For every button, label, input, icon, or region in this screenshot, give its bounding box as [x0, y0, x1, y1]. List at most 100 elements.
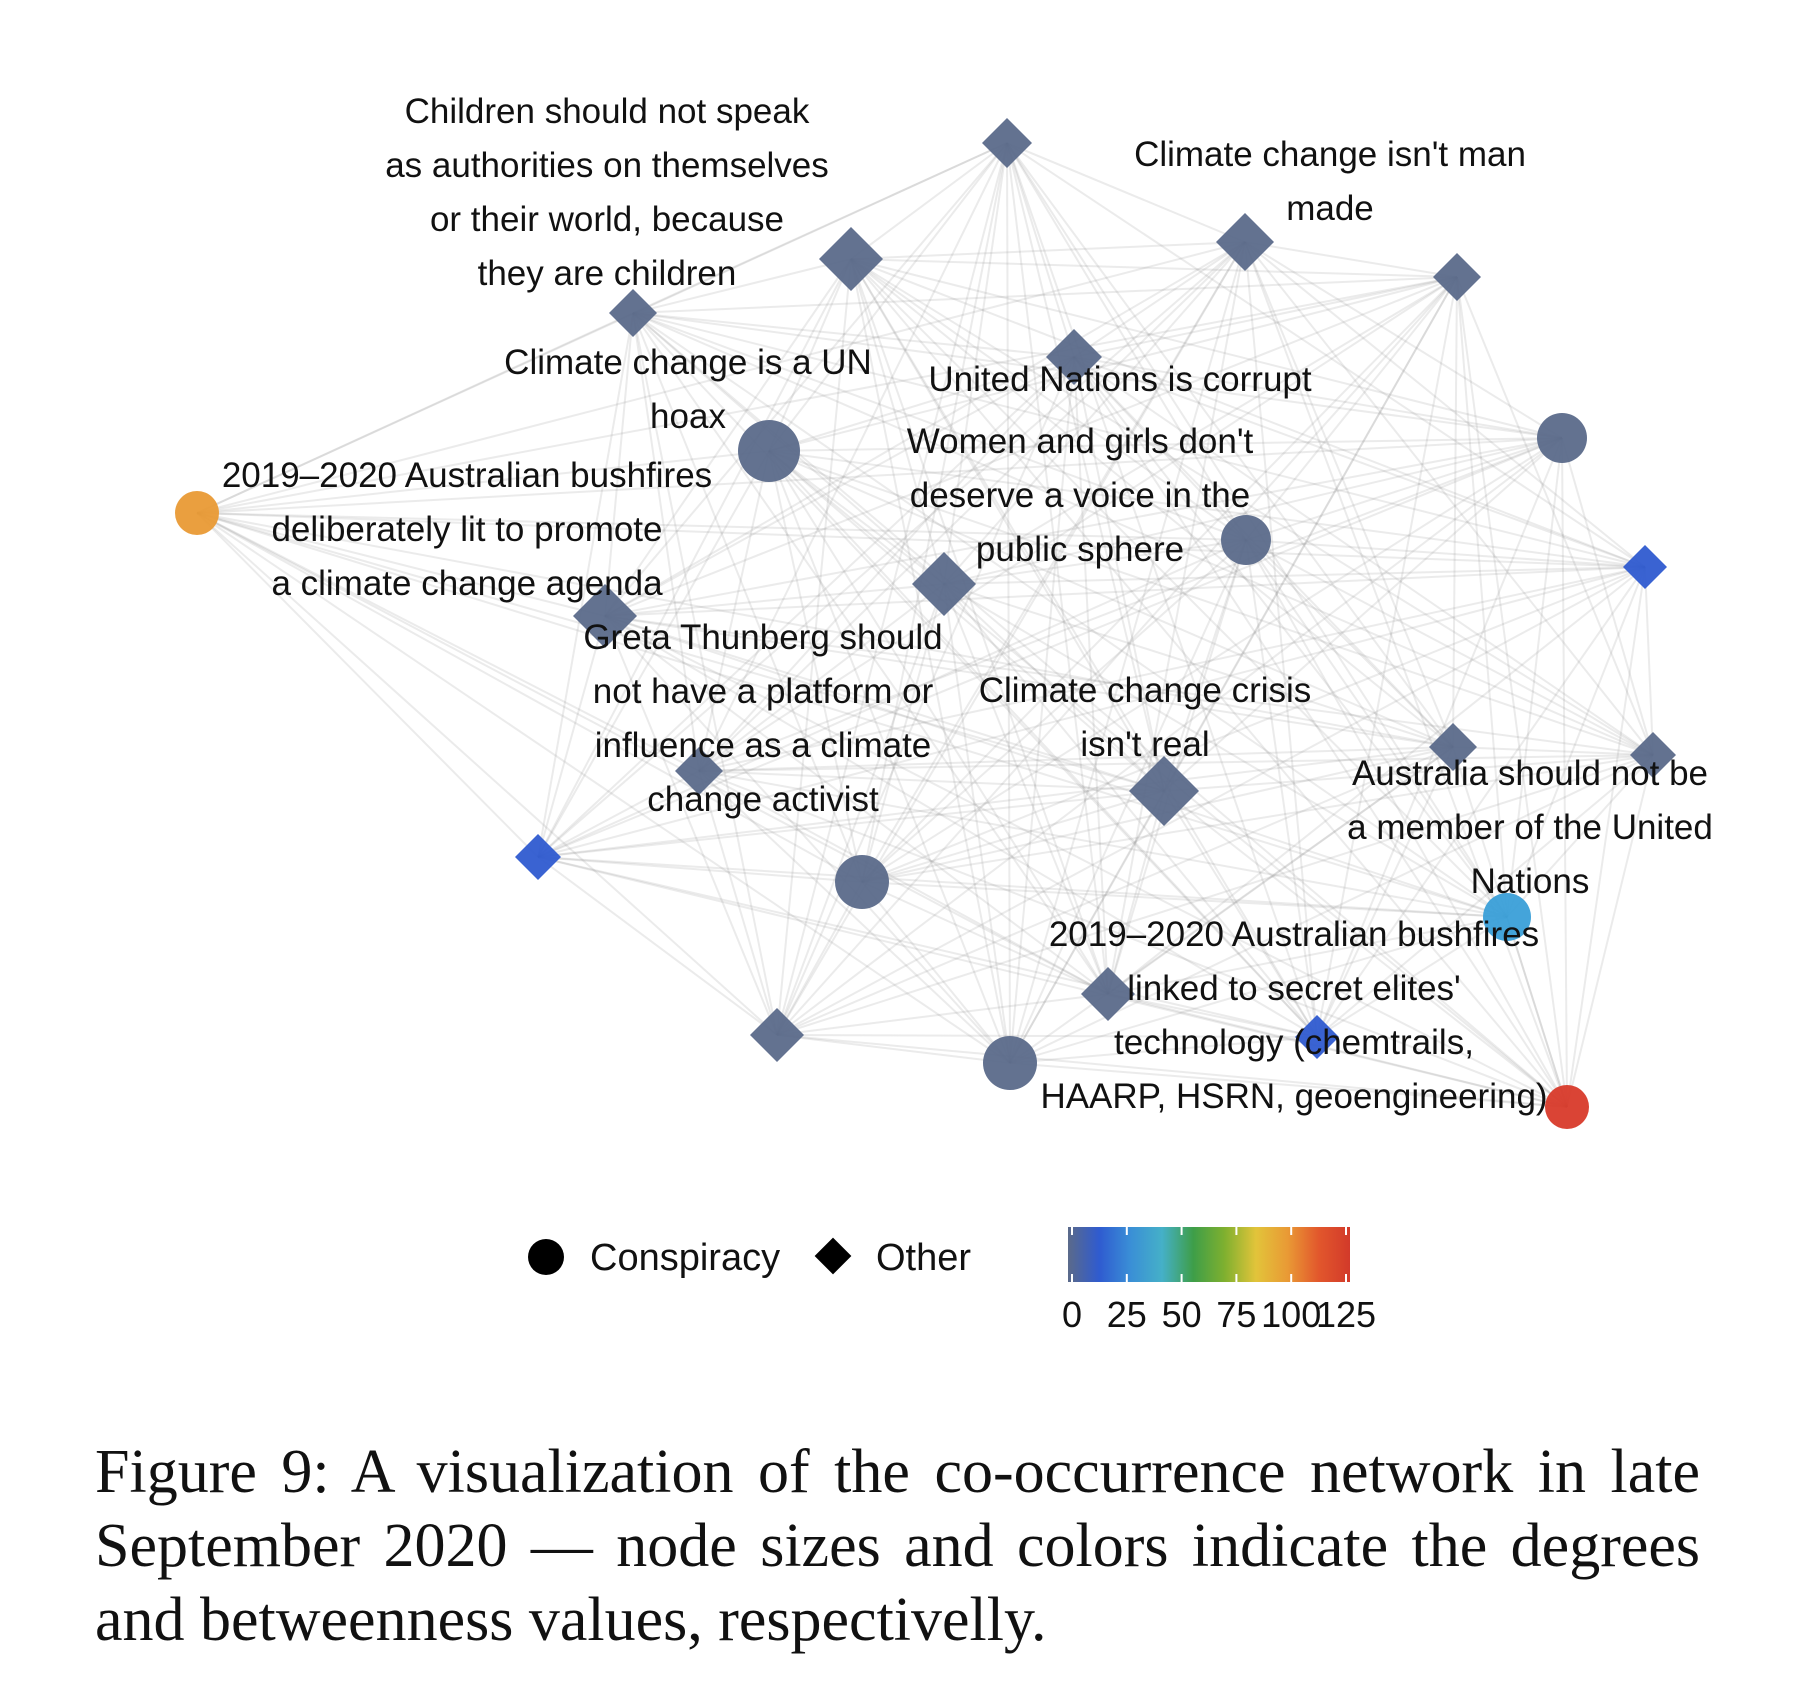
- other-node[interactable]: [609, 289, 657, 337]
- node-label-line: deliberately lit to promote: [271, 510, 662, 549]
- other-node[interactable]: [819, 227, 883, 291]
- edge: [850, 258, 1646, 568]
- other-node[interactable]: [1129, 756, 1199, 826]
- node-label: Climate change crisis isn't real: [979, 671, 1312, 764]
- conspiracy-node[interactable]: [1221, 515, 1271, 565]
- edge: [1506, 437, 1563, 918]
- conspiracy-node[interactable]: [1545, 1085, 1589, 1129]
- edge: [1506, 566, 1646, 918]
- edge: [196, 241, 1246, 514]
- conspiracy-node[interactable]: [738, 420, 800, 482]
- edge: [768, 450, 1454, 748]
- other-node[interactable]: [912, 552, 976, 616]
- conspiracy-node[interactable]: [835, 855, 889, 909]
- node-label-line: Women and girls don't: [907, 422, 1254, 461]
- edge: [1316, 276, 1458, 1038]
- colorbar-tick-label: 75: [1216, 1294, 1256, 1335]
- edge: [698, 770, 778, 1036]
- other-node[interactable]: [573, 584, 637, 648]
- edge: [604, 276, 1458, 617]
- other-node[interactable]: [675, 747, 723, 795]
- edge: [604, 437, 1563, 617]
- edge: [1506, 754, 1654, 918]
- edge: [768, 450, 1318, 1038]
- edge: [1566, 754, 1654, 1108]
- edge: [943, 566, 1646, 585]
- colorbar-tick-label: 125: [1316, 1294, 1376, 1335]
- edge: [861, 881, 1109, 995]
- conspiracy-node[interactable]: [1483, 893, 1531, 941]
- edge: [698, 437, 1563, 772]
- legend-circle-icon: [528, 1239, 564, 1275]
- edge: [861, 583, 945, 883]
- other-node[interactable]: [982, 118, 1032, 168]
- network-graph: Children should not speak as authorities …: [175, 92, 1713, 1335]
- edge: [768, 437, 1563, 452]
- edge: [776, 881, 863, 1036]
- edge: [604, 356, 1075, 617]
- edge: [768, 450, 1011, 1064]
- edge: [776, 993, 1109, 1036]
- edge: [850, 258, 1247, 541]
- edge: [698, 746, 1454, 772]
- edge: [776, 754, 1654, 1036]
- conspiracy-node[interactable]: [1537, 413, 1587, 463]
- edge: [1452, 746, 1654, 756]
- edge: [196, 512, 1646, 568]
- node-label: Women and girls don't deserve a voice in …: [907, 422, 1254, 569]
- edge: [1107, 566, 1646, 995]
- edge: [537, 615, 606, 858]
- conspiracy-node[interactable]: [175, 491, 219, 535]
- edge: [1009, 539, 1247, 1064]
- edge: [850, 258, 1318, 1038]
- edge: [850, 258, 1568, 1108]
- edge: [1073, 356, 1508, 918]
- edge: [196, 512, 1247, 541]
- other-node[interactable]: [750, 1008, 804, 1062]
- edge: [604, 615, 1165, 792]
- other-node[interactable]: [1046, 329, 1102, 385]
- edge: [861, 881, 1508, 918]
- edge: [1245, 539, 1508, 918]
- edge: [1561, 437, 1654, 756]
- node-label-line: Australia should not be: [1352, 754, 1708, 793]
- other-node[interactable]: [515, 834, 561, 880]
- colorbar: [1068, 1227, 1350, 1282]
- edge: [604, 312, 634, 617]
- other-node[interactable]: [1081, 967, 1135, 1021]
- edge: [1073, 356, 1654, 756]
- edge: [196, 512, 1508, 918]
- edge: [1644, 566, 1654, 756]
- edge: [698, 770, 1568, 1108]
- other-node[interactable]: [1216, 213, 1274, 271]
- edge: [604, 615, 1568, 1108]
- edge: [861, 276, 1458, 883]
- other-node[interactable]: [1429, 723, 1477, 771]
- edge: [1009, 241, 1246, 1064]
- edge: [1163, 276, 1458, 792]
- edge: [1107, 539, 1247, 995]
- edge: [850, 241, 1246, 260]
- edge: [537, 241, 1246, 858]
- edge: [698, 450, 770, 772]
- edge: [604, 615, 778, 1036]
- other-node[interactable]: [1623, 545, 1667, 589]
- other-node[interactable]: [1295, 1015, 1339, 1059]
- node-label-line: Nations: [1471, 862, 1590, 901]
- node-label-line: a climate change agenda: [271, 564, 663, 603]
- conspiracy-node[interactable]: [983, 1036, 1037, 1090]
- edge: [850, 258, 1165, 792]
- other-node[interactable]: [1433, 253, 1481, 301]
- other-node[interactable]: [1630, 732, 1676, 778]
- edge: [1009, 1062, 1568, 1108]
- edge: [537, 790, 1165, 858]
- edge: [1009, 356, 1075, 1064]
- node-label: Children should not speak as authorities …: [385, 92, 829, 293]
- edge: [1561, 437, 1568, 1108]
- edge: [776, 276, 1458, 1036]
- edge: [1009, 790, 1165, 1064]
- edge: [1245, 539, 1568, 1108]
- node-label-line: Climate change is a UN: [504, 343, 872, 382]
- node-label: Climate change is a UN hoax: [504, 343, 872, 436]
